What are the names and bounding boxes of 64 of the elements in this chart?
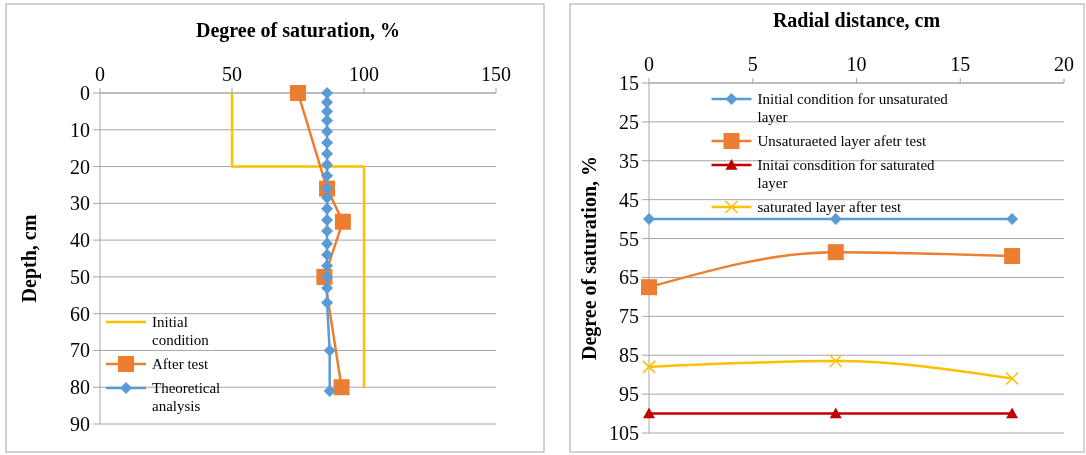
x-tick-label: 15 bbox=[950, 53, 971, 75]
point bbox=[321, 259, 334, 272]
y-tick-label: 25 bbox=[619, 110, 639, 133]
y-tick-label: 45 bbox=[619, 188, 639, 211]
point bbox=[321, 125, 334, 138]
point bbox=[334, 213, 351, 230]
point bbox=[321, 158, 334, 171]
point bbox=[1006, 213, 1019, 226]
point bbox=[321, 248, 334, 261]
point bbox=[321, 147, 334, 160]
y-tick-label: 50 bbox=[70, 265, 90, 288]
legend-label: Initial condition for unsaturated layer bbox=[757, 91, 949, 125]
x-tick-label: 100 bbox=[349, 63, 379, 85]
x-axis-title: Degree of saturation, % bbox=[195, 19, 401, 42]
y-tick-label: 60 bbox=[70, 302, 90, 325]
y-tick-label: 80 bbox=[70, 376, 90, 399]
point bbox=[829, 407, 842, 419]
y-axis-title: Depth, cm bbox=[18, 214, 41, 303]
point bbox=[643, 407, 655, 419]
y-tick-label: 75 bbox=[619, 305, 639, 328]
y-tick-label: 0 bbox=[80, 82, 90, 104]
y-tick-label: 85 bbox=[619, 344, 639, 367]
point bbox=[643, 213, 655, 226]
point bbox=[321, 296, 334, 309]
legend-label: Theoretical analysis bbox=[152, 380, 221, 414]
point bbox=[829, 354, 843, 368]
y-tick-label: 70 bbox=[70, 339, 90, 362]
legend-label: After test bbox=[152, 356, 210, 372]
legend-label: saturated layer after test bbox=[757, 199, 902, 215]
x-tick-label: 20 bbox=[1054, 53, 1074, 75]
x-tick-label: 0 bbox=[95, 63, 105, 85]
point bbox=[333, 379, 350, 396]
point bbox=[1006, 407, 1019, 419]
y-tick-label: 65 bbox=[619, 266, 639, 289]
y-tick-label: 105 bbox=[609, 422, 639, 444]
point bbox=[642, 360, 656, 374]
point bbox=[321, 136, 334, 149]
point bbox=[321, 87, 334, 99]
x-tick-label: 0 bbox=[644, 53, 654, 75]
point bbox=[323, 344, 336, 357]
x-tick-label: 10 bbox=[846, 53, 867, 75]
point bbox=[290, 85, 306, 101]
legend-label: Initai consdition for saturated layer bbox=[757, 157, 936, 191]
point bbox=[641, 279, 657, 296]
x-axis-title: Radial distance, cm bbox=[772, 9, 941, 31]
y-axis-title: Degree of saturation, % bbox=[578, 155, 601, 361]
x-tick-label: 50 bbox=[222, 63, 242, 85]
y-tick-label: 40 bbox=[70, 229, 90, 252]
point bbox=[1005, 371, 1019, 386]
point bbox=[827, 244, 844, 261]
y-tick-label: 55 bbox=[619, 227, 639, 250]
y-tick-label: 90 bbox=[70, 413, 90, 435]
y-tick-label: 20 bbox=[70, 155, 90, 178]
y-tick-label: 35 bbox=[619, 149, 639, 172]
point bbox=[321, 237, 334, 250]
point bbox=[321, 169, 334, 182]
legend-label: Unsaturaeted layer afetr test bbox=[757, 133, 927, 149]
x-tick-label: 150 bbox=[481, 63, 511, 85]
x-tick-label: 5 bbox=[747, 53, 758, 75]
point bbox=[1004, 248, 1021, 265]
y-tick-label: 30 bbox=[70, 192, 90, 215]
y-tick-label: 95 bbox=[619, 383, 639, 406]
y-tick-label: 10 bbox=[70, 118, 90, 141]
legend-label: Initial condition bbox=[152, 314, 210, 348]
